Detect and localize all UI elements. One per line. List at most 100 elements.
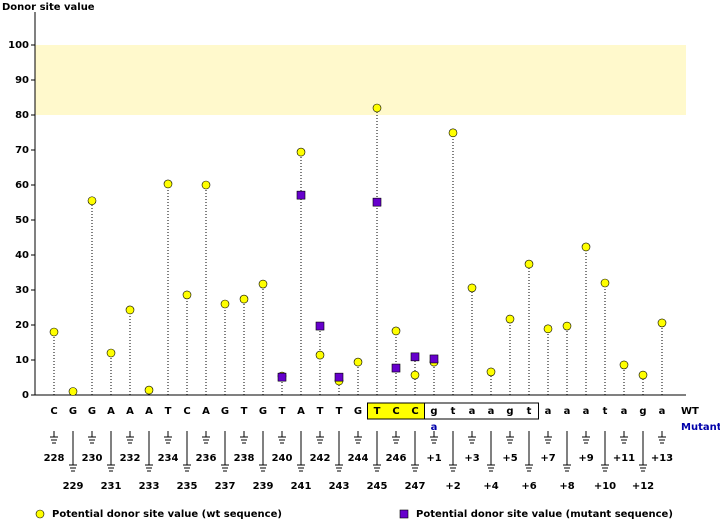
sequence-letter: G xyxy=(221,406,229,417)
sequence-letter: T xyxy=(336,406,343,417)
mutant-letter: a xyxy=(431,422,438,433)
y-tick-label: 70 xyxy=(15,145,29,156)
y-tick-label: 0 xyxy=(22,390,29,401)
wt-marker xyxy=(182,290,192,300)
sequence-letter: g xyxy=(639,406,646,417)
wt-marker xyxy=(125,305,135,315)
position-label: 233 xyxy=(139,481,160,492)
mutant-marker xyxy=(391,363,401,373)
y-tick-label: 60 xyxy=(15,180,29,191)
sequence-letter: a xyxy=(621,406,628,417)
position-label: +2 xyxy=(445,481,460,492)
wt-marker xyxy=(239,294,249,304)
position-label: 230 xyxy=(82,453,103,464)
sequence-letter: C xyxy=(392,406,399,417)
position-label: +9 xyxy=(578,453,593,464)
sequence-letter: C xyxy=(411,406,418,417)
y-tick-label: 100 xyxy=(8,40,29,51)
y-tick-label: 40 xyxy=(15,250,29,261)
sequence-letter: G xyxy=(69,406,77,417)
legend-label: Potential donor site value (wt sequence) xyxy=(52,509,282,520)
sequence-letter: t xyxy=(451,406,456,417)
wt-marker xyxy=(144,385,154,395)
legend-swatch xyxy=(399,509,409,519)
sequence-letter: a xyxy=(488,406,495,417)
sequence-letter: T xyxy=(374,406,381,417)
sequence-letter: A xyxy=(145,406,153,417)
position-label: 239 xyxy=(253,481,274,492)
y-tick-label: 20 xyxy=(15,320,29,331)
intron-box xyxy=(424,402,539,420)
mutant-marker xyxy=(315,321,325,331)
y-tick-label: 10 xyxy=(15,355,29,366)
position-label: 232 xyxy=(120,453,141,464)
sequence-letter: t xyxy=(527,406,532,417)
wt-marker xyxy=(524,259,534,269)
wt-marker xyxy=(68,387,78,396)
sequence-letter: G xyxy=(88,406,96,417)
position-label: 236 xyxy=(196,453,217,464)
mutant-marker xyxy=(277,372,287,382)
mutant-marker xyxy=(372,197,382,207)
wt-marker xyxy=(258,279,268,289)
position-label: +13 xyxy=(651,453,673,464)
wt-marker xyxy=(505,314,515,324)
position-label: 246 xyxy=(386,453,407,464)
wt-marker xyxy=(163,179,173,189)
position-label: +11 xyxy=(613,453,635,464)
sequence-letter: t xyxy=(603,406,608,417)
sequence-letter: a xyxy=(583,406,590,417)
position-label: 234 xyxy=(158,453,179,464)
position-label: 247 xyxy=(405,481,426,492)
sequence-letter: T xyxy=(317,406,324,417)
legend-label: Potential donor site value (mutant seque… xyxy=(416,509,673,520)
wt-marker xyxy=(638,370,648,380)
mutant-marker xyxy=(429,354,439,364)
wt-marker xyxy=(391,326,401,336)
mutant-marker xyxy=(334,372,344,382)
position-label: +7 xyxy=(540,453,555,464)
sequence-letter: G xyxy=(259,406,267,417)
wt-marker xyxy=(562,321,572,331)
wt-marker xyxy=(220,299,230,309)
wt-marker xyxy=(201,180,211,190)
wt-marker xyxy=(467,283,477,293)
wt-marker xyxy=(49,327,59,337)
position-label: 242 xyxy=(310,453,331,464)
mutant-marker xyxy=(410,352,420,362)
sequence-letter: a xyxy=(564,406,571,417)
position-label: 238 xyxy=(234,453,255,464)
wt-marker xyxy=(87,196,97,206)
wt-marker xyxy=(486,367,496,377)
wt-marker xyxy=(315,350,325,360)
y-tick-label: 90 xyxy=(15,75,29,86)
position-label: +4 xyxy=(483,481,498,492)
legend-swatch xyxy=(35,509,45,519)
position-label: +3 xyxy=(464,453,479,464)
y-tick-label: 50 xyxy=(15,215,29,226)
sequence-letter: a xyxy=(545,406,552,417)
sequence-letter: C xyxy=(183,406,190,417)
position-label: +10 xyxy=(594,481,616,492)
wt-marker xyxy=(543,324,553,334)
position-label: 243 xyxy=(329,481,350,492)
position-label: +5 xyxy=(502,453,517,464)
sequence-letter: a xyxy=(659,406,666,417)
position-label: 244 xyxy=(348,453,369,464)
wt-marker xyxy=(581,242,591,252)
wt-marker xyxy=(296,147,306,157)
position-label: +6 xyxy=(521,481,536,492)
sequence-letter: a xyxy=(469,406,476,417)
threshold-band xyxy=(35,45,686,115)
wt-marker xyxy=(353,357,363,367)
position-label: +8 xyxy=(559,481,574,492)
sequence-letter: A xyxy=(107,406,115,417)
position-label: 245 xyxy=(367,481,388,492)
y-tick-label: 80 xyxy=(15,110,29,121)
position-label: 231 xyxy=(101,481,122,492)
mutant-label: Mutant xyxy=(681,422,720,433)
sequence-letter: G xyxy=(354,406,362,417)
sequence-letter: A xyxy=(202,406,210,417)
sequence-letter: T xyxy=(241,406,248,417)
